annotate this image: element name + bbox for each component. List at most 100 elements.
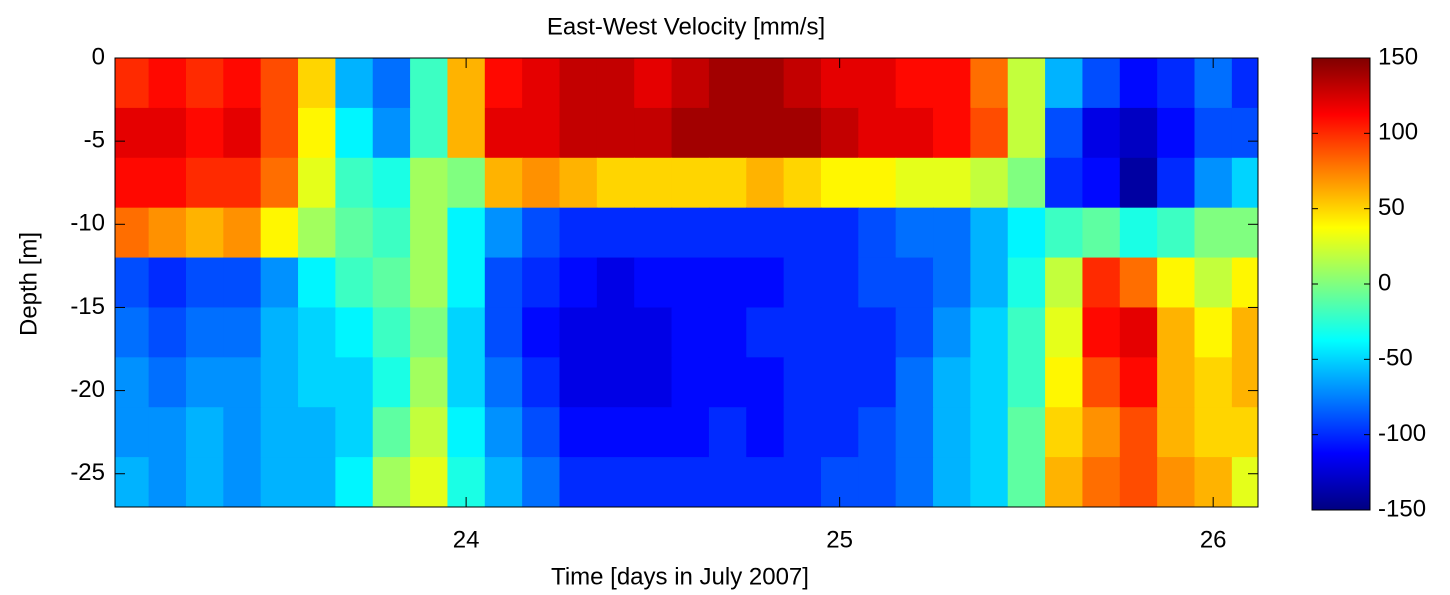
heat-cell xyxy=(148,357,187,408)
heat-cell xyxy=(185,107,224,159)
heat-cell xyxy=(522,58,561,109)
heat-cell xyxy=(970,257,1009,309)
heat-cell xyxy=(410,107,449,159)
heat-cell xyxy=(933,407,971,458)
heat-cell xyxy=(335,407,374,458)
heat-cell xyxy=(634,407,673,458)
heat-cell xyxy=(223,357,262,408)
heat-cell xyxy=(634,307,673,358)
heat-cell xyxy=(115,457,150,507)
heat-cell xyxy=(115,407,150,458)
heat-cell xyxy=(1119,407,1158,458)
y-tick-label: -20 xyxy=(70,376,105,403)
heat-cell xyxy=(115,357,150,408)
heat-cell xyxy=(410,307,449,358)
heat-cell xyxy=(933,357,971,408)
heat-cell xyxy=(1119,357,1158,408)
heat-cell xyxy=(148,107,187,159)
heat-cell xyxy=(484,257,523,309)
heat-cell xyxy=(858,407,897,458)
heat-cell xyxy=(858,207,897,259)
heat-cell xyxy=(410,157,449,209)
heat-cell xyxy=(1231,157,1258,209)
heat-cell xyxy=(970,307,1009,358)
colorbar-tick-label: -50 xyxy=(1378,345,1413,372)
heat-cell xyxy=(1157,457,1196,507)
heat-cell xyxy=(596,407,635,458)
heat-cell xyxy=(746,257,785,309)
heat-cell xyxy=(596,157,635,209)
heat-cell xyxy=(671,207,710,259)
heat-cell xyxy=(1157,157,1196,209)
heat-cell xyxy=(783,107,822,159)
heat-cell xyxy=(298,407,336,458)
heat-cell xyxy=(115,307,150,358)
heat-cell xyxy=(634,257,673,309)
heat-cell xyxy=(634,58,673,109)
heat-cell xyxy=(148,407,187,458)
heat-cell xyxy=(708,58,747,109)
heat-cell xyxy=(970,357,1009,408)
heat-cell xyxy=(1082,157,1121,209)
heat-cell xyxy=(970,207,1009,259)
heat-cell xyxy=(115,207,150,259)
heat-cell xyxy=(484,307,523,358)
heat-cell xyxy=(1045,457,1084,507)
heat-cell xyxy=(260,357,299,408)
heat-cell xyxy=(1007,157,1046,209)
heat-cell xyxy=(148,58,187,109)
heat-cell xyxy=(115,58,150,109)
heat-cell xyxy=(1007,58,1046,109)
heat-cell xyxy=(298,157,336,209)
heat-cell xyxy=(372,257,411,309)
heat-cell xyxy=(185,58,224,109)
heat-cell xyxy=(895,107,934,159)
heat-cell xyxy=(1119,307,1158,358)
heat-cell xyxy=(559,157,598,209)
colorbar-tick-label: 150 xyxy=(1378,43,1418,70)
heat-cell xyxy=(671,257,710,309)
heat-cell xyxy=(858,157,897,209)
heat-cell xyxy=(522,107,561,159)
heat-cell xyxy=(559,457,598,507)
x-tick-label: 25 xyxy=(826,526,853,553)
heat-cell xyxy=(783,307,822,358)
heat-cell xyxy=(933,257,971,309)
heat-cell xyxy=(708,107,747,159)
chart-title: East-West Velocity [mm/s] xyxy=(547,13,825,40)
heat-cell xyxy=(634,457,673,507)
heat-cell xyxy=(671,307,710,358)
heat-cell xyxy=(1082,457,1121,507)
heat-cell xyxy=(970,58,1009,109)
heat-cell xyxy=(895,457,934,507)
heat-cell xyxy=(1194,157,1233,209)
heat-cell xyxy=(1194,407,1233,458)
heat-cell xyxy=(223,207,262,259)
heat-cell xyxy=(1045,307,1084,358)
heat-cell xyxy=(746,58,785,109)
y-tick-label: -25 xyxy=(70,459,105,486)
heat-cell xyxy=(335,107,374,159)
heat-cell xyxy=(746,307,785,358)
heat-cell xyxy=(746,207,785,259)
heat-cell xyxy=(708,207,747,259)
x-tick-label: 24 xyxy=(453,526,480,553)
heat-cell xyxy=(223,107,262,159)
heat-cell xyxy=(708,157,747,209)
heat-cell xyxy=(559,407,598,458)
heat-cell xyxy=(1007,257,1046,309)
colorbar-tick-label: -150 xyxy=(1378,495,1426,522)
heat-cell xyxy=(596,107,635,159)
heat-cell xyxy=(1045,207,1084,259)
heat-cell xyxy=(634,157,673,209)
heat-cell xyxy=(634,107,673,159)
heat-cell xyxy=(410,257,449,309)
heat-cell xyxy=(335,207,374,259)
heat-cell xyxy=(671,157,710,209)
heat-cell xyxy=(1231,107,1258,159)
heat-cell xyxy=(970,157,1009,209)
heat-cell xyxy=(1157,107,1196,159)
heat-cell xyxy=(335,58,374,109)
heat-cell xyxy=(746,457,785,507)
